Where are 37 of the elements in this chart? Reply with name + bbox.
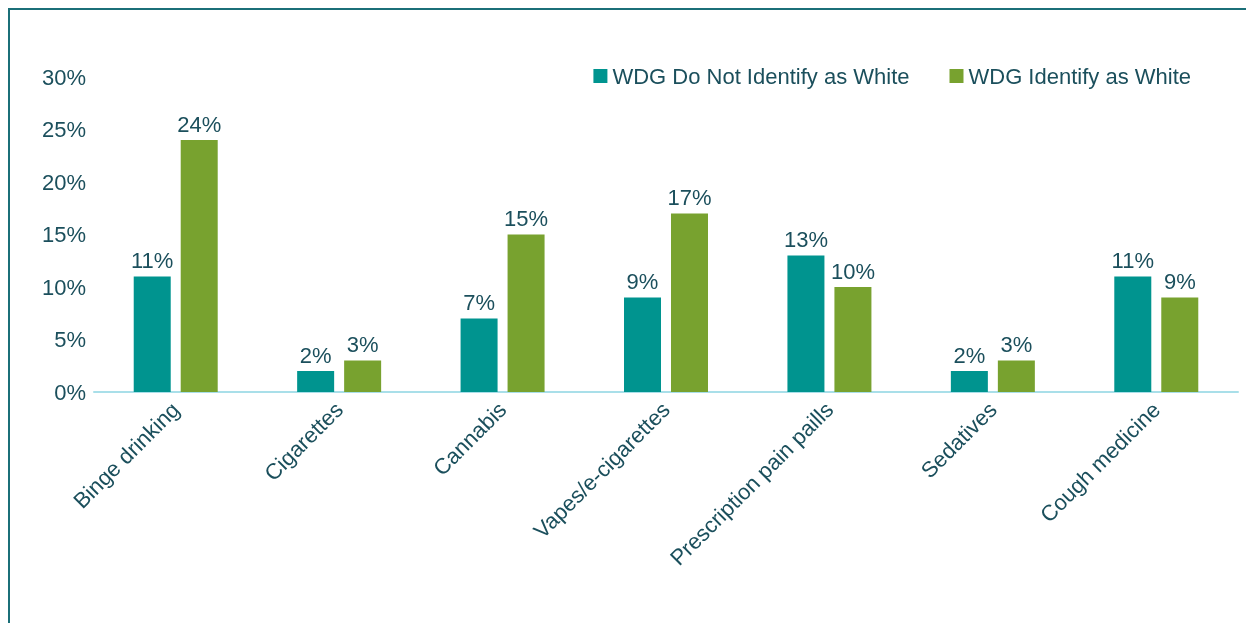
data-label: 2% bbox=[299, 342, 332, 368]
data-label: 11% bbox=[131, 248, 174, 273]
y-tick-label: 10% bbox=[41, 274, 86, 300]
bar bbox=[507, 234, 545, 392]
bar bbox=[997, 360, 1035, 392]
bar bbox=[133, 276, 171, 392]
data-label: 9% bbox=[1163, 269, 1196, 294]
bar bbox=[624, 297, 662, 392]
legend-label: WDG Identify as White bbox=[968, 63, 1192, 89]
y-tick-label: 20% bbox=[41, 169, 86, 195]
y-tick-label: 25% bbox=[41, 117, 86, 142]
bar bbox=[950, 371, 988, 392]
data-label: 17% bbox=[667, 185, 712, 210]
y-tick-label: 15% bbox=[41, 222, 86, 247]
data-label: 9% bbox=[626, 269, 659, 294]
y-tick-label: 30% bbox=[41, 64, 86, 90]
bar bbox=[834, 287, 872, 392]
data-label: 7% bbox=[463, 290, 495, 315]
bar bbox=[1161, 297, 1199, 392]
bar bbox=[297, 371, 335, 392]
bar bbox=[460, 318, 498, 392]
data-label: 24% bbox=[177, 111, 222, 137]
legend-label: WDG Do Not Identify as White bbox=[612, 63, 910, 89]
data-label: 10% bbox=[830, 258, 875, 284]
bar bbox=[671, 213, 708, 392]
data-label: 11% bbox=[1111, 248, 1154, 273]
data-label: 3% bbox=[346, 332, 379, 357]
bar bbox=[1114, 276, 1152, 392]
bar bbox=[787, 255, 825, 392]
data-label: 3% bbox=[1000, 332, 1033, 357]
y-tick-label: 5% bbox=[54, 327, 86, 352]
data-label: 2% bbox=[953, 342, 986, 368]
y-tick-label: 0% bbox=[54, 379, 86, 405]
data-label: 15% bbox=[504, 206, 549, 231]
bar bbox=[180, 140, 218, 392]
bar bbox=[344, 360, 382, 392]
data-label: 13% bbox=[783, 227, 828, 252]
